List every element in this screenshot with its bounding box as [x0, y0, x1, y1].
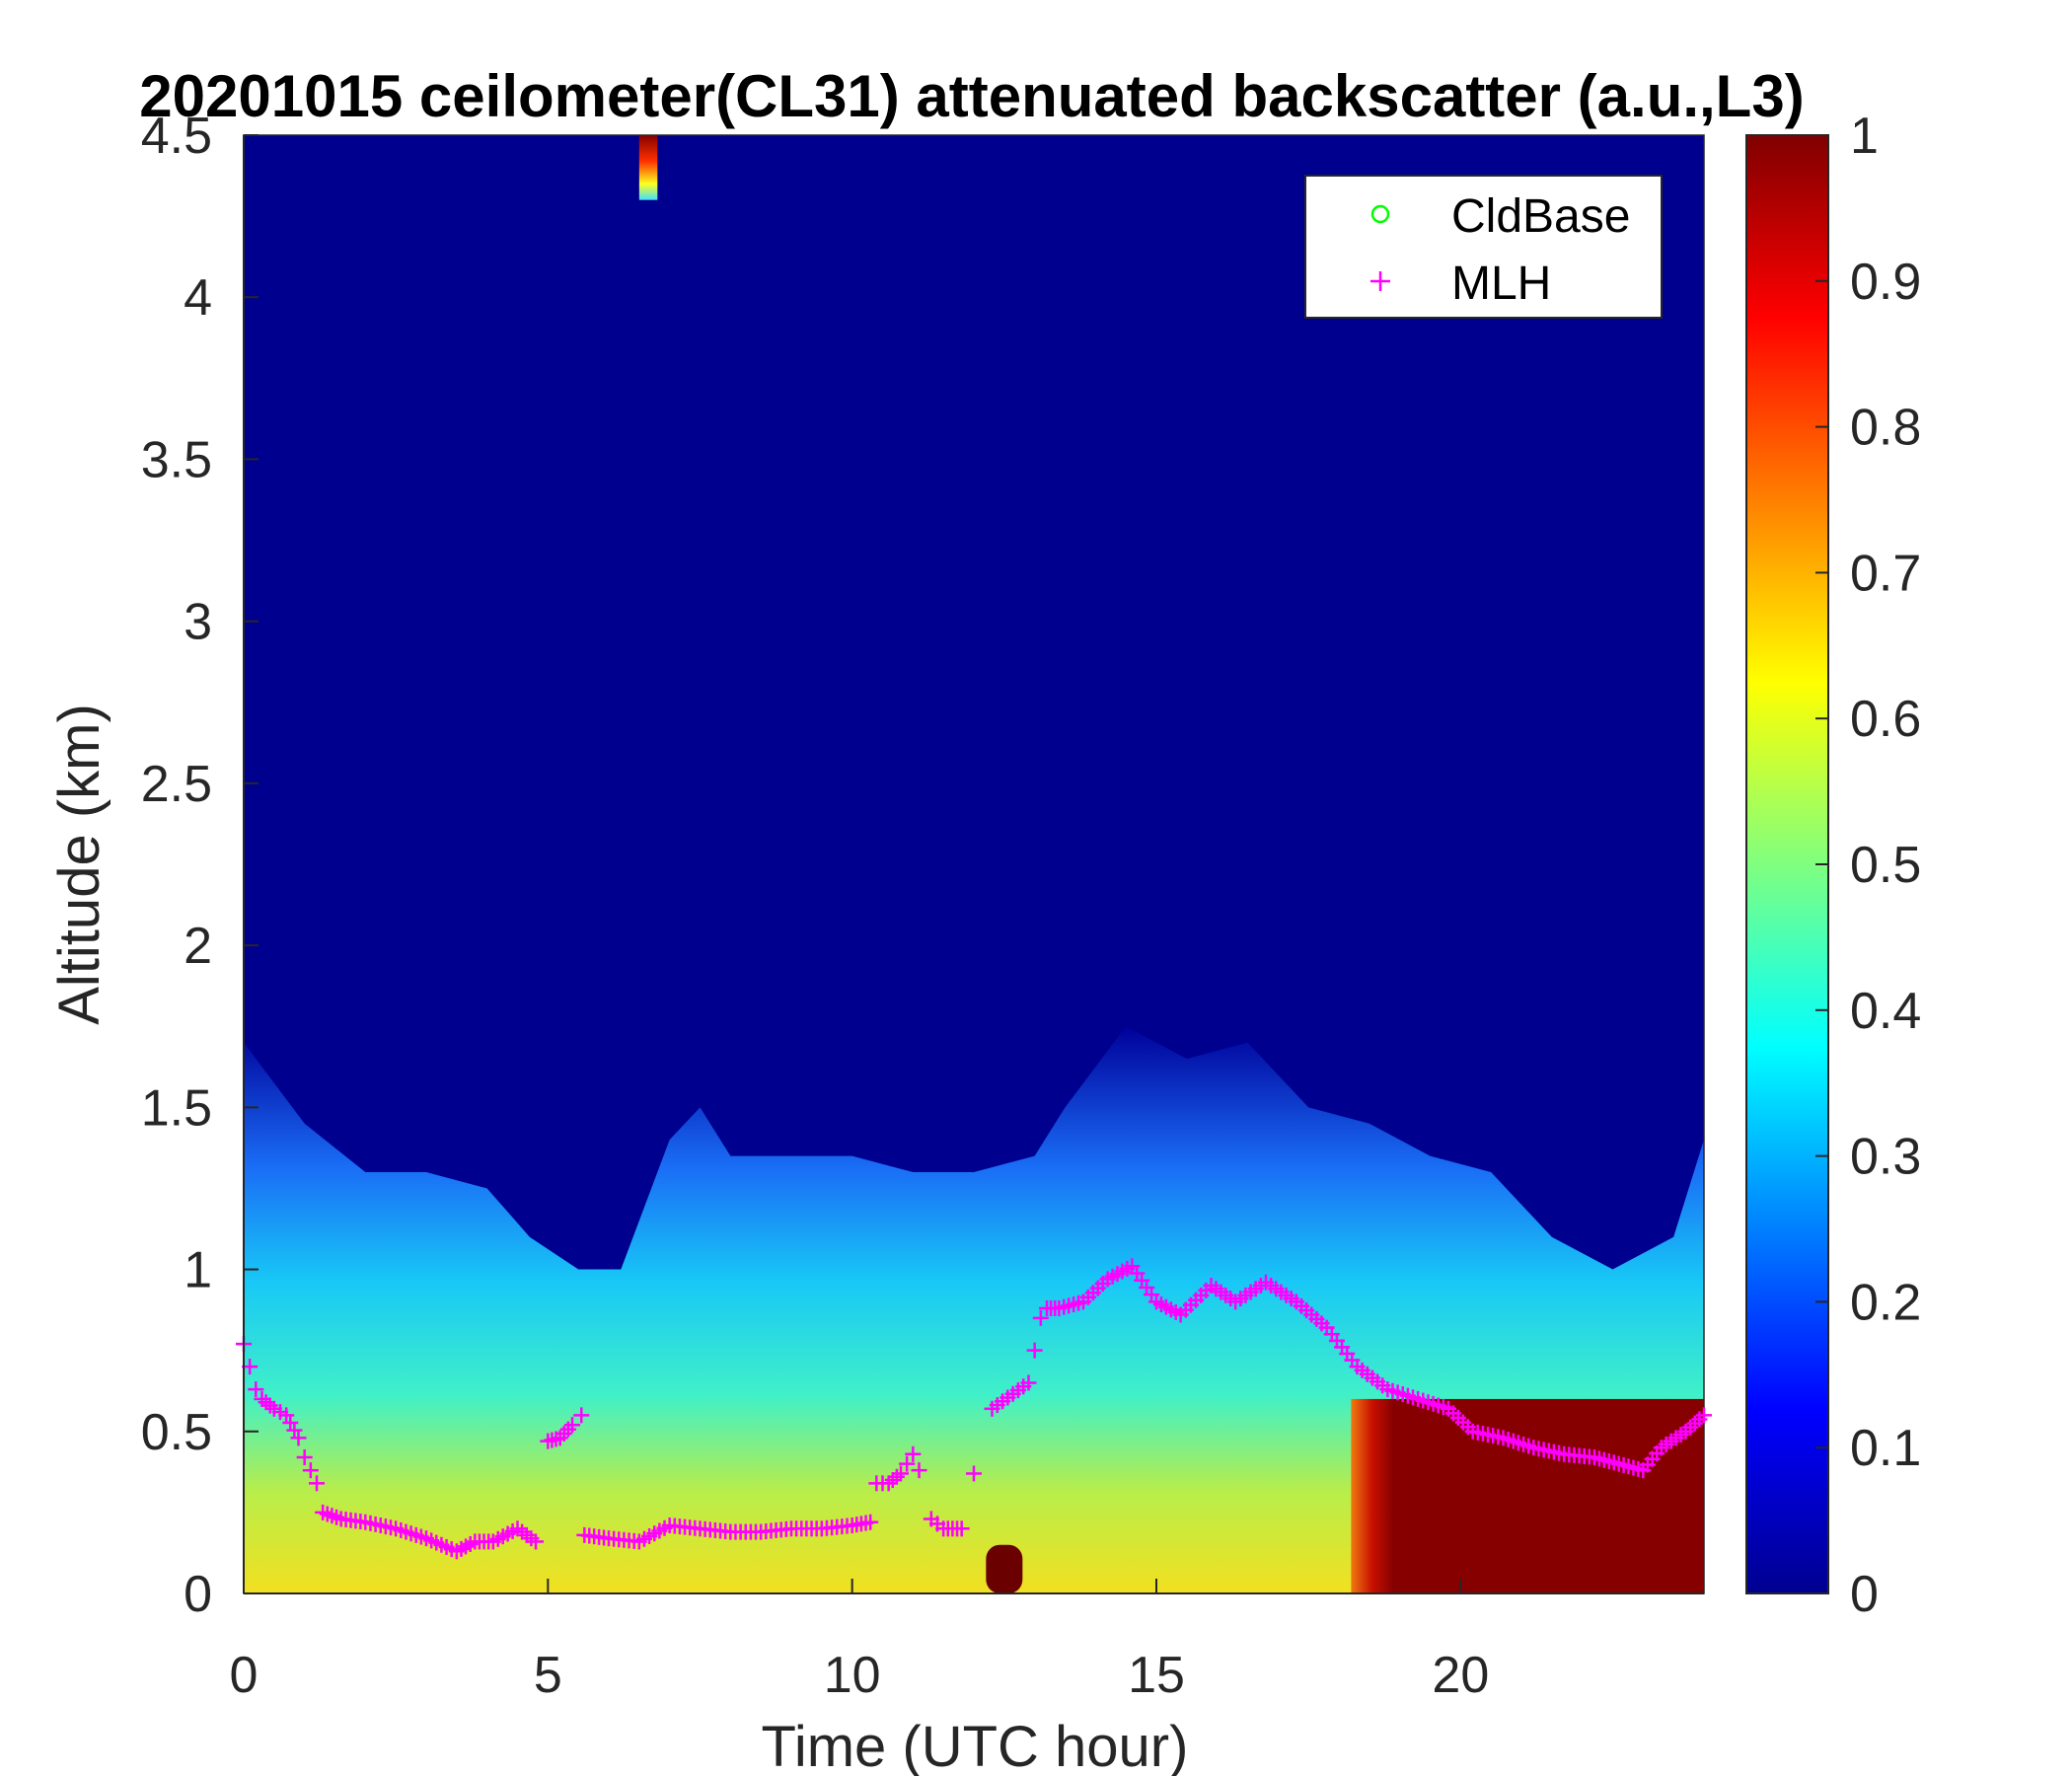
- high-backscatter-region: [638, 135, 658, 200]
- chart-title: 20201015 ceilometer(CL31) attenuated bac…: [139, 63, 1804, 129]
- colorbar-tick-label: 0.9: [1850, 254, 1921, 311]
- colorbar-tick-label: 0.1: [1850, 1420, 1921, 1477]
- mlh-marker: [862, 1514, 879, 1530]
- y-tick-label: 4.5: [141, 108, 212, 165]
- y-tick-label: 2: [184, 918, 212, 975]
- colorbar-tick-label: 0: [1850, 1566, 1879, 1623]
- x-tick-label: 10: [824, 1647, 881, 1704]
- mlh-marker: [1696, 1407, 1712, 1424]
- high-backscatter-regions: [638, 135, 1704, 1593]
- high-backscatter-region: [986, 1544, 1023, 1593]
- x-axis: 0 5 10 15 20: [230, 1579, 1704, 1704]
- mlh-marker: [1032, 1309, 1049, 1326]
- mlh-marker: [966, 1465, 982, 1482]
- mlh-marker: [893, 1465, 909, 1482]
- legend-box: [1304, 175, 1663, 319]
- high-backscatter-region: [1351, 1398, 1704, 1593]
- legend-cldbase-label: CldBase: [1451, 190, 1630, 243]
- y-tick-label: 1: [184, 1242, 212, 1299]
- mlh-marker: [1026, 1342, 1043, 1359]
- mlh-marker: [573, 1407, 590, 1424]
- mlh-marker: [911, 1462, 927, 1479]
- legend-mlh-label: MLH: [1451, 258, 1551, 310]
- plot-area: [244, 135, 1704, 1593]
- y-tick-label: 1.5: [141, 1079, 212, 1137]
- colorbar-fill: [1745, 134, 1829, 1594]
- colorbar-tick-label: 0.8: [1850, 400, 1921, 457]
- aerosol-layer: [244, 1026, 1704, 1593]
- x-tick-label: 15: [1128, 1647, 1185, 1704]
- y-tick-label: 0.5: [141, 1404, 212, 1461]
- mlh-marker: [528, 1533, 544, 1550]
- mlh-marker: [953, 1520, 970, 1537]
- legend-cldbase-marker: [1370, 204, 1390, 224]
- y-tick-label: 4: [184, 269, 212, 327]
- mlh-marker: [302, 1462, 319, 1479]
- mlh-marker: [290, 1430, 307, 1446]
- colorbar-tick-label: 0.7: [1850, 545, 1921, 602]
- y-tick-label: 3: [184, 594, 212, 651]
- y-axis: 0 0.5 1 1.5 2 2.5 3 3.5 4 4.5: [141, 108, 259, 1623]
- mlh-marker: [564, 1417, 580, 1434]
- colorbar-tick-label: 0.2: [1850, 1274, 1921, 1331]
- mlh-marker: [1020, 1374, 1037, 1391]
- mlh-marker: [248, 1381, 264, 1398]
- x-axis-label: Time (UTC hour): [762, 1715, 1189, 1776]
- colorbar: 0 0.1 0.2 0.3 0.4 0.5 0.6 0.7 0.8 0.9 1: [1745, 108, 1921, 1623]
- colorbar-tick-label: 0.6: [1850, 691, 1921, 748]
- legend-mlh-marker: [1370, 271, 1390, 291]
- mlh-marker: [899, 1455, 916, 1472]
- mlh-marker: [296, 1449, 313, 1466]
- mlh-series: [236, 1258, 1712, 1560]
- x-tick-label: 5: [534, 1647, 562, 1704]
- colorbar-tick-label: 1: [1850, 108, 1879, 165]
- legend: CldBase MLH: [1304, 175, 1663, 319]
- y-tick-label: 2.5: [141, 756, 212, 813]
- colorbar-tick-label: 0.5: [1850, 837, 1921, 894]
- y-tick-label: 0: [184, 1566, 212, 1623]
- mlh-marker: [309, 1475, 325, 1492]
- colorbar-tick-label: 0.3: [1850, 1129, 1921, 1186]
- mlh-marker: [905, 1445, 922, 1462]
- colorbar-tick-label: 0.4: [1850, 983, 1921, 1040]
- colorbar-ticks: 0 0.1 0.2 0.3 0.4 0.5 0.6 0.7 0.8 0.9 1: [1815, 108, 1921, 1623]
- y-axis-label: Altitude (km): [47, 703, 111, 1025]
- x-tick-label: 0: [230, 1647, 259, 1704]
- y-tick-label: 3.5: [141, 431, 212, 488]
- x-tick-label: 20: [1432, 1647, 1489, 1704]
